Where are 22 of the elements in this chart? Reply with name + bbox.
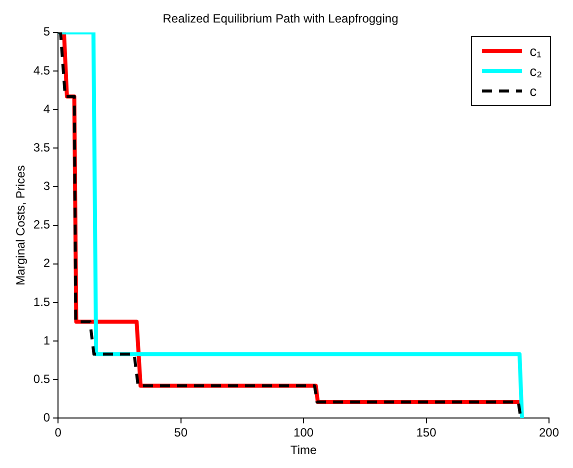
y-tick-label: 4.5 (33, 63, 50, 78)
y-tick-label: 1.5 (33, 294, 50, 309)
y-tick-label: 5 (43, 24, 50, 39)
y-tick-label: 4 (43, 102, 50, 116)
y-tick-label: 0 (43, 410, 50, 425)
x-tick-label: 0 (54, 426, 62, 440)
y-tick-label: 1 (43, 333, 50, 348)
x-tick-label: 150 (416, 426, 437, 440)
x-axis-title: Time (290, 443, 317, 458)
chart-title: Realized Equilibrium Path with Leapfrogging (162, 12, 398, 26)
y-axis-title: Marginal Costs, Prices (14, 165, 28, 286)
legend-label: c₁ (530, 42, 542, 61)
y-tick-label: 2.5 (33, 218, 50, 232)
x-tick-label: 200 (538, 426, 560, 440)
y-tick-label: 0.5 (33, 372, 50, 386)
y-tick-label: 3.5 (33, 140, 50, 154)
y-tick-label: 3 (43, 179, 50, 194)
x-tick-label: 100 (294, 426, 314, 440)
legend-label: c (530, 82, 537, 101)
x-tick-label: 50 (174, 426, 188, 440)
y-tick-label: 2 (43, 256, 50, 270)
legend-label: c₂ (530, 62, 542, 81)
